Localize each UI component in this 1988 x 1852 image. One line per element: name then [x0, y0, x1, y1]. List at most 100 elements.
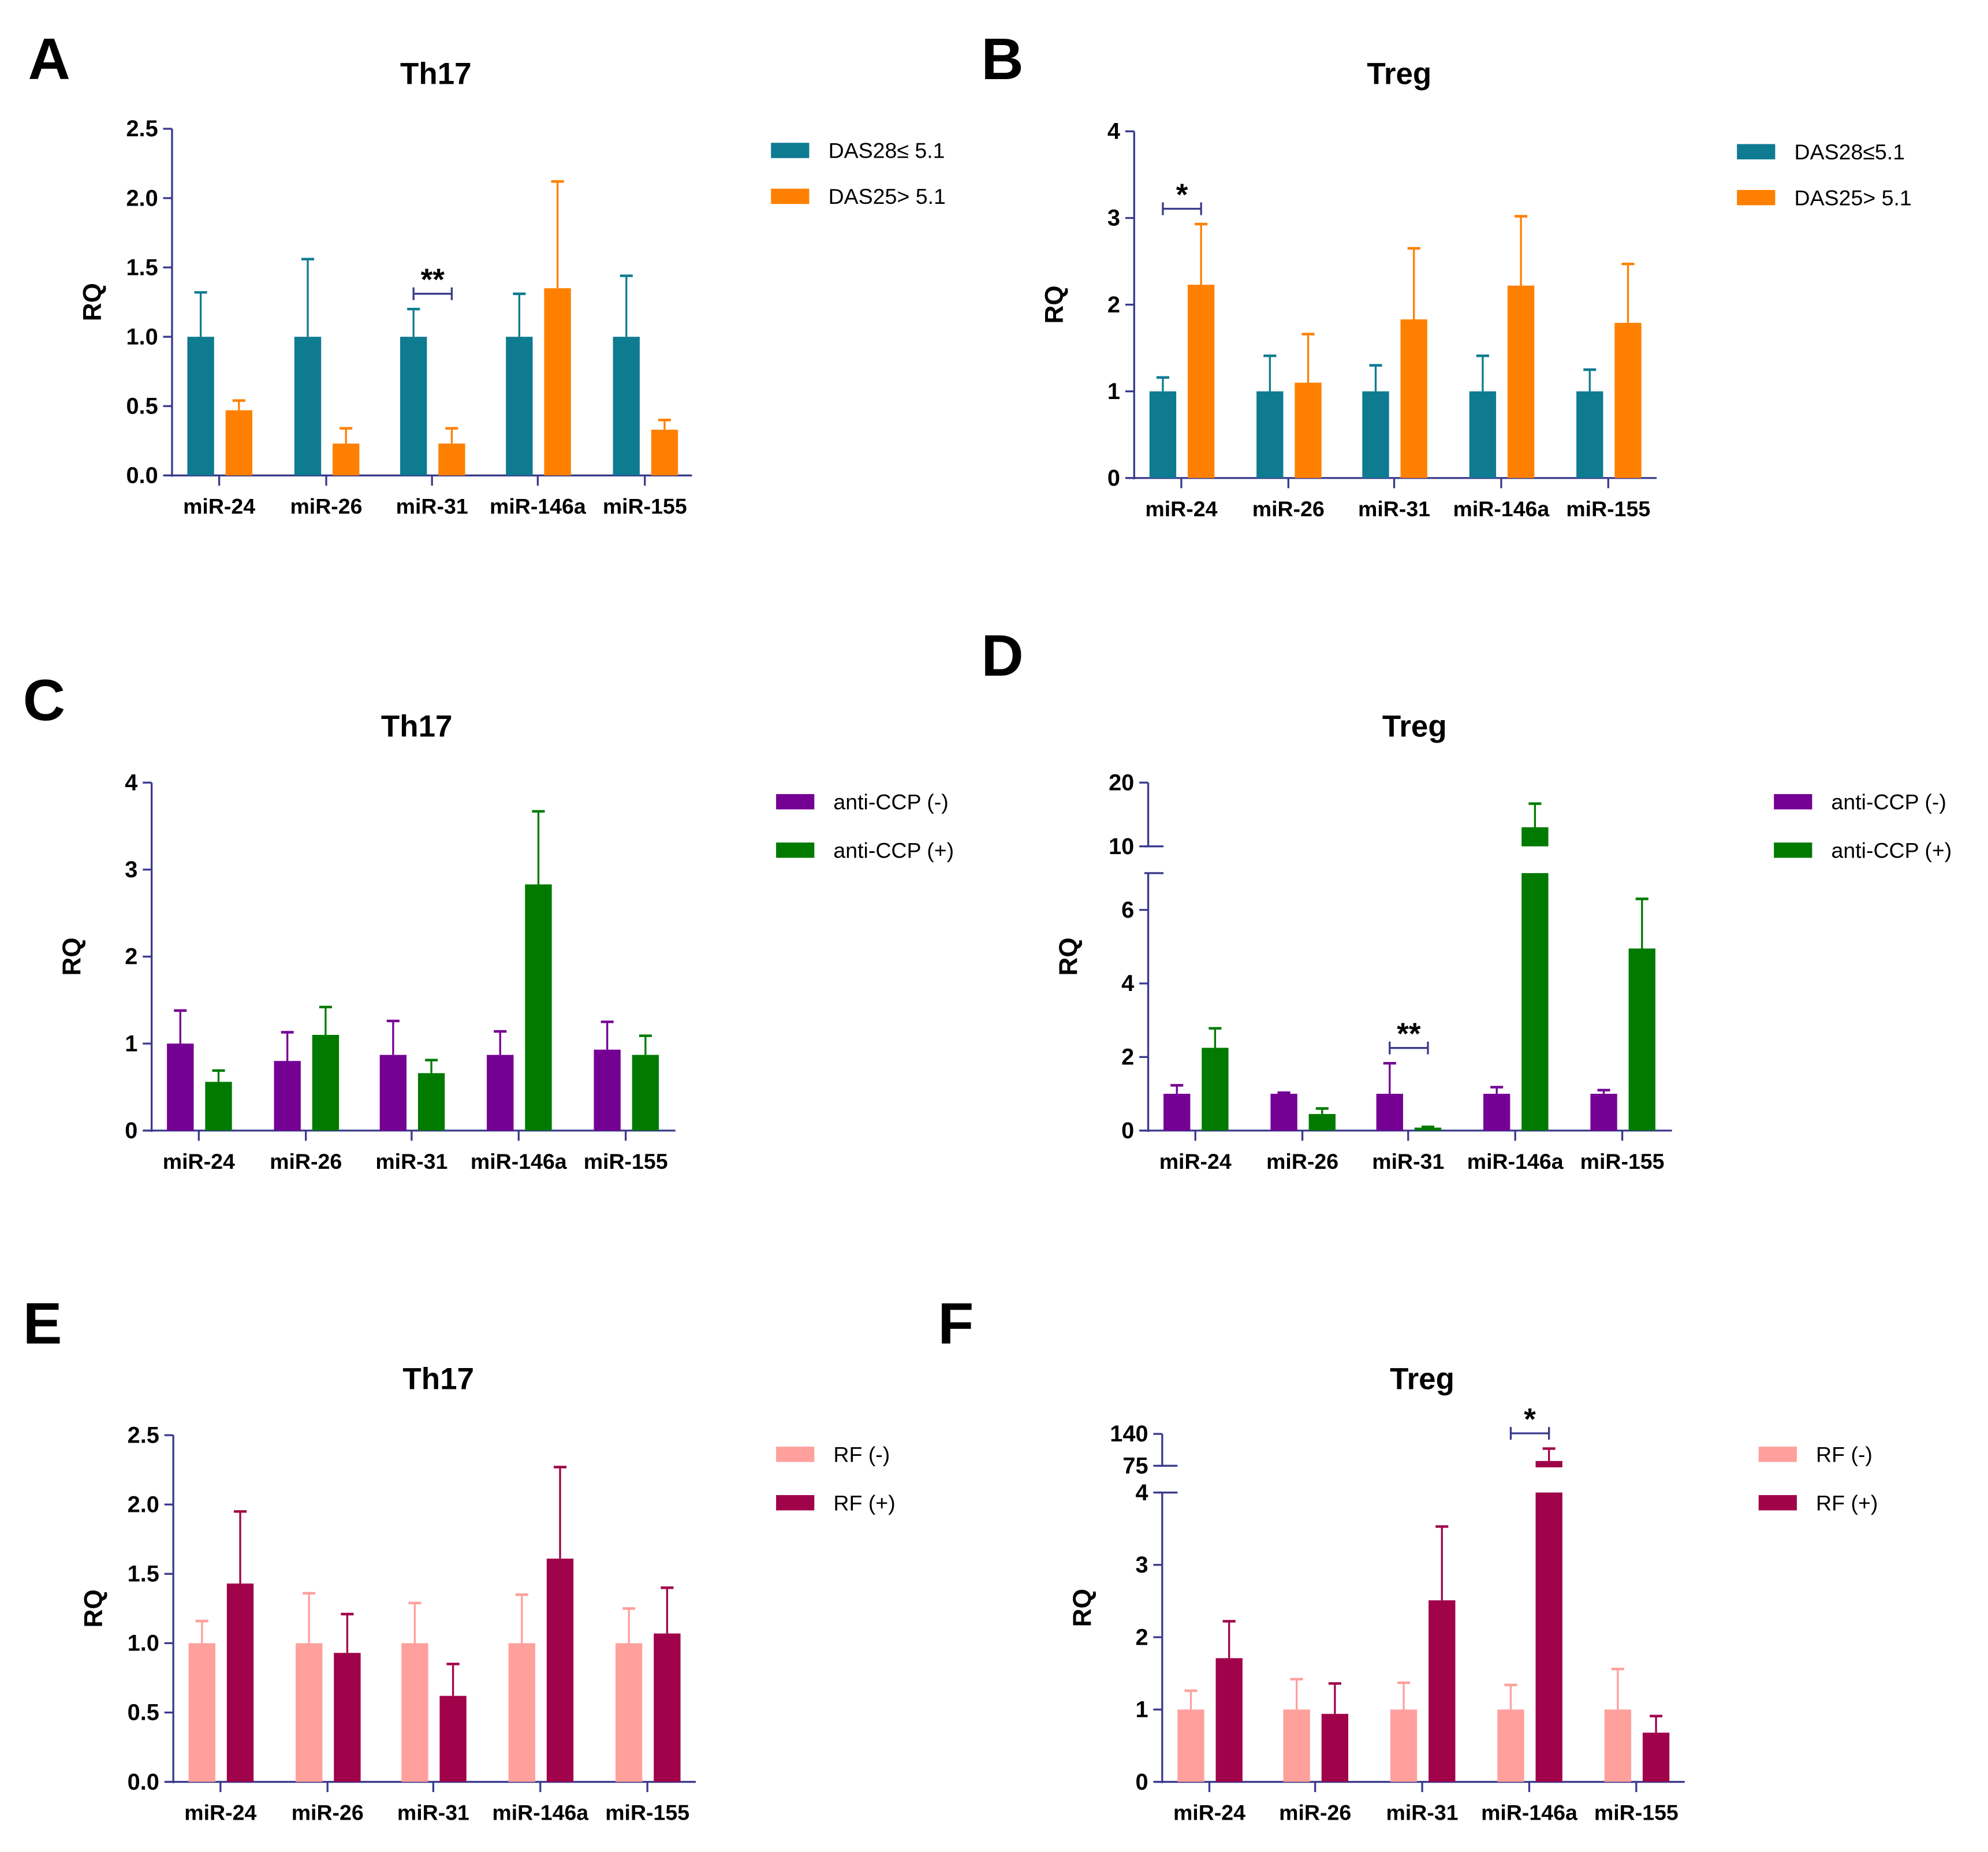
y-tick-label: 2	[1121, 1045, 1134, 1070]
x-tick-label: miR-146a	[471, 1149, 568, 1173]
bar	[1215, 1658, 1243, 1782]
panel-letter: C	[23, 667, 65, 733]
x-tick-label: miR-155	[605, 1801, 689, 1825]
bar	[1362, 391, 1389, 478]
bar	[1428, 1600, 1456, 1782]
x-tick-label: miR-26	[290, 494, 362, 519]
x-tick-label: miR-26	[270, 1149, 342, 1173]
y-tick-label: 1.0	[126, 324, 158, 349]
y-tick-label: 2.5	[126, 116, 158, 141]
bar	[401, 1643, 428, 1782]
y-tick-label: 1	[125, 1031, 137, 1056]
bar	[654, 1633, 681, 1782]
x-tick-label: miR-24	[1145, 497, 1217, 521]
y-tick-label: 2	[1135, 1624, 1148, 1650]
bar	[525, 884, 552, 1131]
bar	[205, 1082, 232, 1131]
bar	[333, 444, 360, 476]
y-tick-label: 1.0	[128, 1631, 159, 1656]
bar	[508, 1643, 535, 1782]
bar	[1414, 1127, 1442, 1131]
bar	[1270, 1094, 1297, 1131]
chart-title: Th17	[400, 57, 472, 91]
x-tick-label: miR-24	[1173, 1801, 1245, 1825]
bar	[400, 337, 427, 476]
y-tick-label: 2.0	[128, 1492, 159, 1518]
bar	[1521, 873, 1549, 1131]
bar	[616, 1643, 643, 1782]
x-tick-label: miR-146a	[1481, 1801, 1578, 1825]
y-tick-label: 2	[125, 944, 137, 970]
x-tick-label: miR-146a	[492, 1801, 589, 1825]
panel-f: F Treg RQ 0 1 2 3 475 140 miR-24 miR-26 miR-31 miR-1…	[938, 1290, 1878, 1824]
y-tick-label: 4	[1135, 1480, 1148, 1506]
y-tick-label: 3	[125, 857, 137, 882]
x-tick-label: miR-31	[1358, 497, 1430, 521]
chart-title: Th17	[381, 710, 453, 744]
bar	[225, 410, 252, 476]
legend-swatch	[1737, 189, 1776, 206]
chart-title: Treg	[1367, 57, 1431, 91]
x-tick-label: miR-155	[1594, 1801, 1679, 1825]
y-tick-label: 0	[1107, 465, 1120, 491]
y-axis-label: RQ	[58, 937, 86, 975]
legend-label: anti-CCP (-)	[1832, 790, 1946, 814]
legend-swatch	[776, 1495, 815, 1511]
bar	[294, 337, 322, 476]
y-tick-label: 0.5	[126, 393, 158, 419]
bar	[1400, 319, 1427, 478]
bar	[544, 288, 571, 476]
bar	[506, 337, 533, 476]
y-tick-label: 3	[1107, 206, 1120, 231]
significance-label: **	[421, 263, 445, 297]
panel-letter: A	[28, 26, 70, 92]
bar	[438, 444, 465, 476]
bar	[1590, 1094, 1617, 1131]
legend-label: DAS28≤ 5.1	[829, 139, 945, 163]
x-tick-label: miR-26	[292, 1801, 364, 1825]
legend-label: RF (+)	[833, 1490, 895, 1515]
bar	[1642, 1732, 1670, 1782]
x-tick-label: miR-155	[603, 494, 687, 519]
legend-swatch	[771, 143, 810, 158]
y-tick-label: 4	[1121, 971, 1134, 996]
y-tick-label: 1.5	[126, 255, 158, 280]
x-tick-label: miR-146a	[490, 494, 587, 519]
x-tick-label: miR-31	[1372, 1149, 1444, 1173]
panel-letter: E	[23, 1290, 62, 1356]
bar	[1187, 285, 1215, 478]
legend-label: RF (-)	[1816, 1443, 1873, 1467]
legend-label: anti-CCP (+)	[833, 838, 954, 862]
panel-letter: D	[981, 623, 1023, 688]
bar	[296, 1643, 323, 1782]
bar	[312, 1035, 340, 1131]
bar	[1376, 1094, 1403, 1131]
legend-label: DAS28≤5.1	[1795, 140, 1905, 164]
bar	[1295, 382, 1322, 478]
y-tick-label: 4	[1107, 119, 1120, 144]
legend-swatch	[1758, 1495, 1797, 1511]
legend-swatch	[776, 1447, 815, 1462]
bar	[487, 1054, 514, 1131]
y-tick-label: 140	[1110, 1421, 1148, 1447]
x-tick-label: miR-146a	[1453, 497, 1550, 521]
bar	[1321, 1713, 1349, 1782]
bar	[632, 1054, 659, 1131]
y-tick-label: 0.0	[126, 463, 158, 489]
y-tick-label: 1	[1135, 1697, 1148, 1723]
bar	[1483, 1094, 1510, 1131]
chart-title: Th17	[402, 1362, 474, 1396]
legend-swatch	[776, 842, 815, 858]
bar	[1390, 1709, 1418, 1782]
x-tick-label: miR-31	[397, 1801, 469, 1825]
panel-b: B Treg RQ 0 1 2 3 4 miR-24 miR-26 miR-31 miR-146a mi…	[981, 26, 1911, 521]
y-tick-label: 2	[1107, 292, 1120, 318]
bar	[651, 430, 678, 476]
y-tick-label: 1	[1107, 379, 1120, 404]
bar	[274, 1061, 301, 1131]
bar	[188, 1643, 215, 1782]
bar	[1202, 1048, 1229, 1131]
legend-label: DAS25> 5.1	[1795, 185, 1912, 210]
x-tick-label: miR-26	[1266, 1149, 1338, 1173]
